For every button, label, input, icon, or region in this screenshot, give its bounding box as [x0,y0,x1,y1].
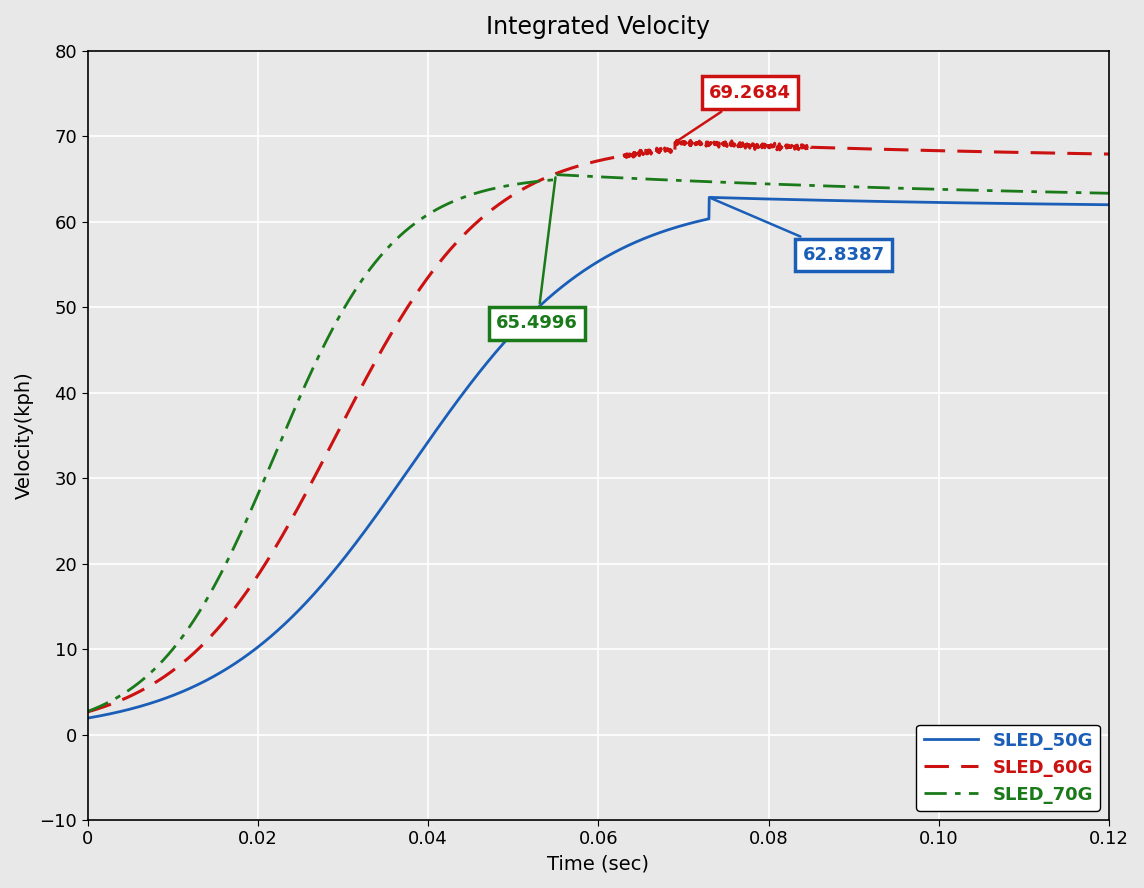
SLED_60G [972,147,986,157]
Legend: SLED_50G, SLED_60G, SLED_70G: SLED_50G, SLED_60G, SLED_70G [916,725,1101,811]
SLED_60G [257,559,271,570]
SLED_60G [81,707,95,718]
Y-axis label: Velocity(kph): Velocity(kph) [15,371,34,499]
SLED_50G [1102,200,1115,210]
Text: 69.2684: 69.2684 [677,83,791,141]
SLED_60G [1102,148,1115,159]
SLED_60G [673,135,686,146]
Title: Integrated Velocity: Integrated Velocity [486,15,710,39]
SLED_50G [972,198,986,209]
SLED_70G [197,599,210,609]
SLED_50G [702,192,716,202]
SLED_70G [1082,187,1096,198]
SLED_50G [472,367,486,377]
SLED_60G [517,183,531,194]
SLED_70G [472,186,486,197]
SLED_60G [472,215,486,226]
SLED_70G [81,706,95,717]
Text: 62.8387: 62.8387 [712,198,884,264]
SLED_70G [972,185,986,195]
Line: SLED_70G: SLED_70G [88,175,1109,711]
SLED_70G [257,473,271,484]
X-axis label: Time (sec): Time (sec) [547,854,650,873]
SLED_70G [549,170,563,180]
SLED_50G [81,713,95,724]
Text: 65.4996: 65.4996 [496,178,578,332]
Line: SLED_60G: SLED_60G [88,140,1109,712]
SLED_60G [197,638,210,648]
SLED_50G [517,316,531,327]
SLED_70G [517,178,531,188]
SLED_50G [257,636,271,646]
SLED_70G [1102,188,1115,199]
SLED_50G [1082,199,1096,210]
SLED_60G [1082,148,1096,159]
SLED_50G [197,676,210,686]
Line: SLED_50G: SLED_50G [88,197,1109,718]
